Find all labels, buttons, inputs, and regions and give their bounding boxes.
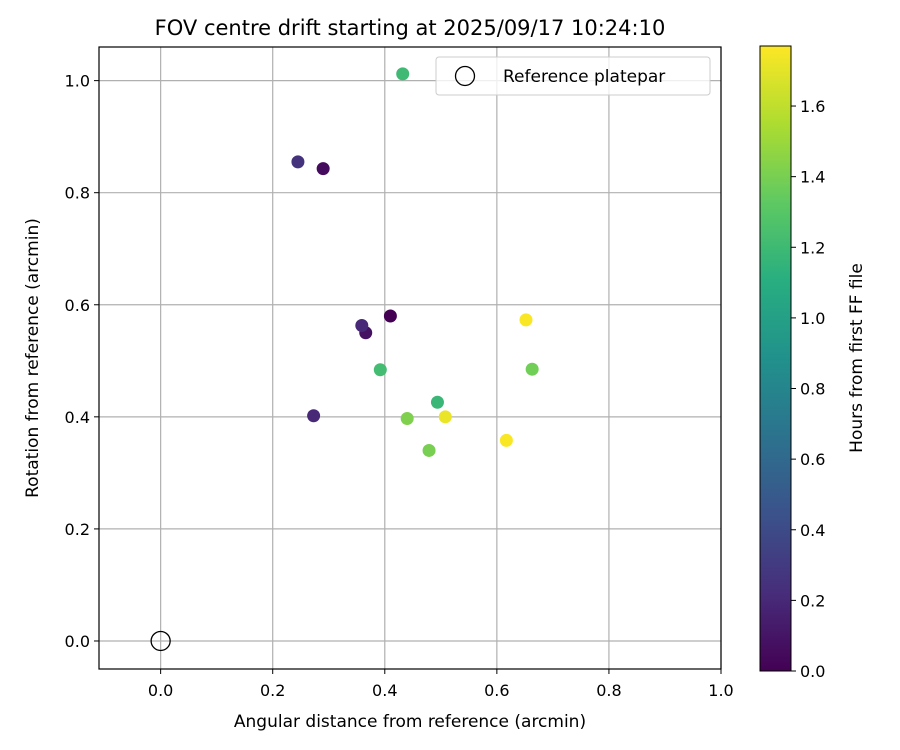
y-axis-label: Rotation from reference (arcmin) [23, 218, 43, 498]
colorbar-tick-label: 1.6 [800, 97, 825, 116]
data-point [373, 363, 387, 377]
y-tick-label: 0.8 [65, 184, 90, 203]
colorbar-tick-label: 0.4 [800, 521, 825, 540]
colorbar-tick-label: 0.6 [800, 450, 825, 469]
legend-marker-open-circle [454, 65, 476, 87]
colorbar-tick-label: 0.0 [800, 662, 825, 681]
colorbar: 0.0 0.2 0.4 0.6 0.8 1.0 1.2 1.4 1.6 Hours from f… [759, 45, 867, 681]
colorbar-tick-label: 0.2 [800, 591, 825, 610]
y-tick-label: 0.4 [65, 408, 90, 427]
data-points [150, 67, 539, 652]
data-point [499, 433, 513, 447]
x-tick-label: 0.4 [372, 681, 397, 700]
data-point [422, 443, 436, 457]
plot-frame [98, 46, 722, 670]
x-axis-label: Angular distance from reference (arcmin) [234, 712, 586, 732]
y-axis-ticks: 0.0 0.2 0.4 0.6 0.8 1.0 [65, 72, 99, 651]
colorbar-tick-label: 0.8 [800, 380, 825, 399]
y-tick-label: 0.2 [65, 520, 90, 539]
data-point [355, 318, 369, 332]
colorbar-tick-label: 1.0 [800, 309, 825, 328]
legend: Reference platepar [435, 56, 711, 96]
colorbar-ticks: 0.0 0.2 0.4 0.6 0.8 1.0 1.2 1.4 1.6 [791, 97, 825, 681]
data-point [396, 67, 410, 81]
data-point [438, 410, 452, 424]
data-point [430, 395, 444, 409]
colorbar-tick-label: 1.4 [800, 168, 825, 187]
data-point [519, 313, 533, 327]
x-tick-label: 0.6 [484, 681, 509, 700]
grid-lines [99, 47, 722, 669]
legend-label: Reference platepar [503, 67, 665, 87]
colorbar-label: Hours from first FF file [847, 263, 867, 453]
x-tick-label: 1.0 [708, 681, 733, 700]
colorbar-tick-label: 1.2 [800, 238, 825, 257]
data-point [400, 412, 414, 426]
x-tick-label: 0.8 [596, 681, 621, 700]
legend-box [435, 56, 711, 96]
data-point [307, 409, 321, 423]
data-point [383, 309, 397, 323]
y-tick-label: 0.0 [65, 632, 90, 651]
chart-title: FOV centre drift starting at 2025/09/17 … [155, 16, 666, 40]
data-point [291, 155, 305, 169]
y-tick-label: 0.6 [65, 296, 90, 315]
y-tick-label: 1.0 [65, 72, 90, 91]
x-axis-ticks: 0.0 0.2 0.4 0.6 0.8 1.0 [148, 669, 734, 700]
x-tick-label: 0.2 [260, 681, 285, 700]
colorbar-gradient [759, 45, 792, 672]
data-point [316, 162, 330, 176]
data-point [525, 362, 539, 376]
reference-platepar-marker [150, 630, 171, 652]
x-tick-label: 0.0 [148, 681, 173, 700]
